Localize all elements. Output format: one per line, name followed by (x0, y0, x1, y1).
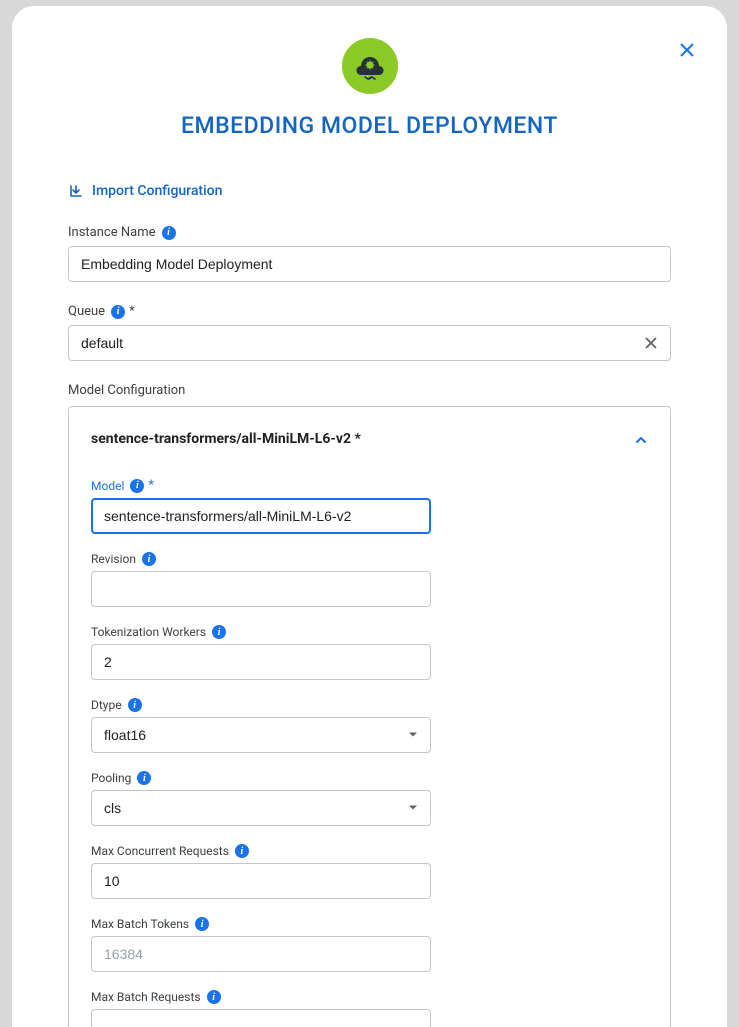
close-icon (679, 42, 695, 58)
max-batch-tokens-label: Max Batch Tokens (91, 917, 189, 931)
info-icon[interactable]: i (130, 479, 144, 493)
chevron-up-icon (634, 429, 648, 448)
info-icon[interactable]: i (207, 990, 221, 1004)
max-batch-requests-input[interactable] (91, 1009, 431, 1027)
model-config-label: Model Configuration (68, 383, 671, 398)
info-icon[interactable]: i (128, 698, 142, 712)
panel-header[interactable]: sentence-transformers/all-MiniLM-L6-v2 * (91, 407, 648, 460)
import-configuration-link[interactable]: Import Configuration (68, 183, 222, 199)
required-mark: * (129, 304, 135, 319)
revision-field: Revision i (91, 552, 431, 607)
pooling-label: Pooling (91, 771, 131, 785)
clear-queue-button[interactable] (641, 333, 661, 353)
tokenization-workers-label: Tokenization Workers (91, 625, 206, 639)
max-concurrent-field: Max Concurrent Requests i (91, 844, 431, 899)
deploy-cloud-icon (342, 38, 398, 94)
info-icon[interactable]: i (142, 552, 156, 566)
max-concurrent-input[interactable] (91, 863, 431, 899)
max-batch-requests-field: Max Batch Requests i (91, 990, 431, 1027)
instance-name-group: Instance Name i (68, 225, 671, 282)
revision-input[interactable] (91, 571, 431, 607)
close-button[interactable] (675, 38, 699, 62)
tokenization-workers-field: Tokenization Workers i (91, 625, 431, 680)
dtype-field: Dtype i (91, 698, 431, 753)
info-icon[interactable]: i (162, 226, 176, 240)
pooling-field: Pooling i (91, 771, 431, 826)
dtype-select[interactable] (91, 717, 431, 753)
queue-label: Queue (68, 304, 105, 319)
instance-name-label: Instance Name (68, 225, 156, 240)
info-icon[interactable]: i (235, 844, 249, 858)
import-icon (68, 183, 84, 199)
info-icon[interactable]: i (137, 771, 151, 785)
max-batch-tokens-input[interactable] (91, 936, 431, 972)
info-icon[interactable]: i (195, 917, 209, 931)
required-mark: * (148, 478, 154, 493)
close-icon (644, 336, 658, 350)
modal-title: EMBEDDING MODEL DEPLOYMENT (68, 112, 671, 139)
queue-input[interactable] (68, 325, 671, 361)
pooling-select[interactable] (91, 790, 431, 826)
header-icon-wrap (68, 38, 671, 94)
model-field: Model i * (91, 478, 431, 534)
dtype-label: Dtype (91, 698, 122, 712)
tokenization-workers-input[interactable] (91, 644, 431, 680)
model-config-panel: sentence-transformers/all-MiniLM-L6-v2 *… (68, 406, 671, 1027)
model-label: Model (91, 479, 124, 493)
panel-title: sentence-transformers/all-MiniLM-L6-v2 * (91, 431, 361, 447)
info-icon[interactable]: i (111, 305, 125, 319)
revision-label: Revision (91, 552, 136, 566)
model-input[interactable] (91, 498, 431, 534)
deployment-modal: EMBEDDING MODEL DEPLOYMENT Import Config… (12, 6, 727, 1027)
info-icon[interactable]: i (212, 625, 226, 639)
instance-name-input[interactable] (68, 246, 671, 282)
max-batch-requests-label: Max Batch Requests (91, 990, 201, 1004)
max-concurrent-label: Max Concurrent Requests (91, 844, 229, 858)
import-link-label: Import Configuration (92, 183, 222, 199)
max-batch-tokens-field: Max Batch Tokens i (91, 917, 431, 972)
queue-group: Queue i * (68, 304, 671, 361)
